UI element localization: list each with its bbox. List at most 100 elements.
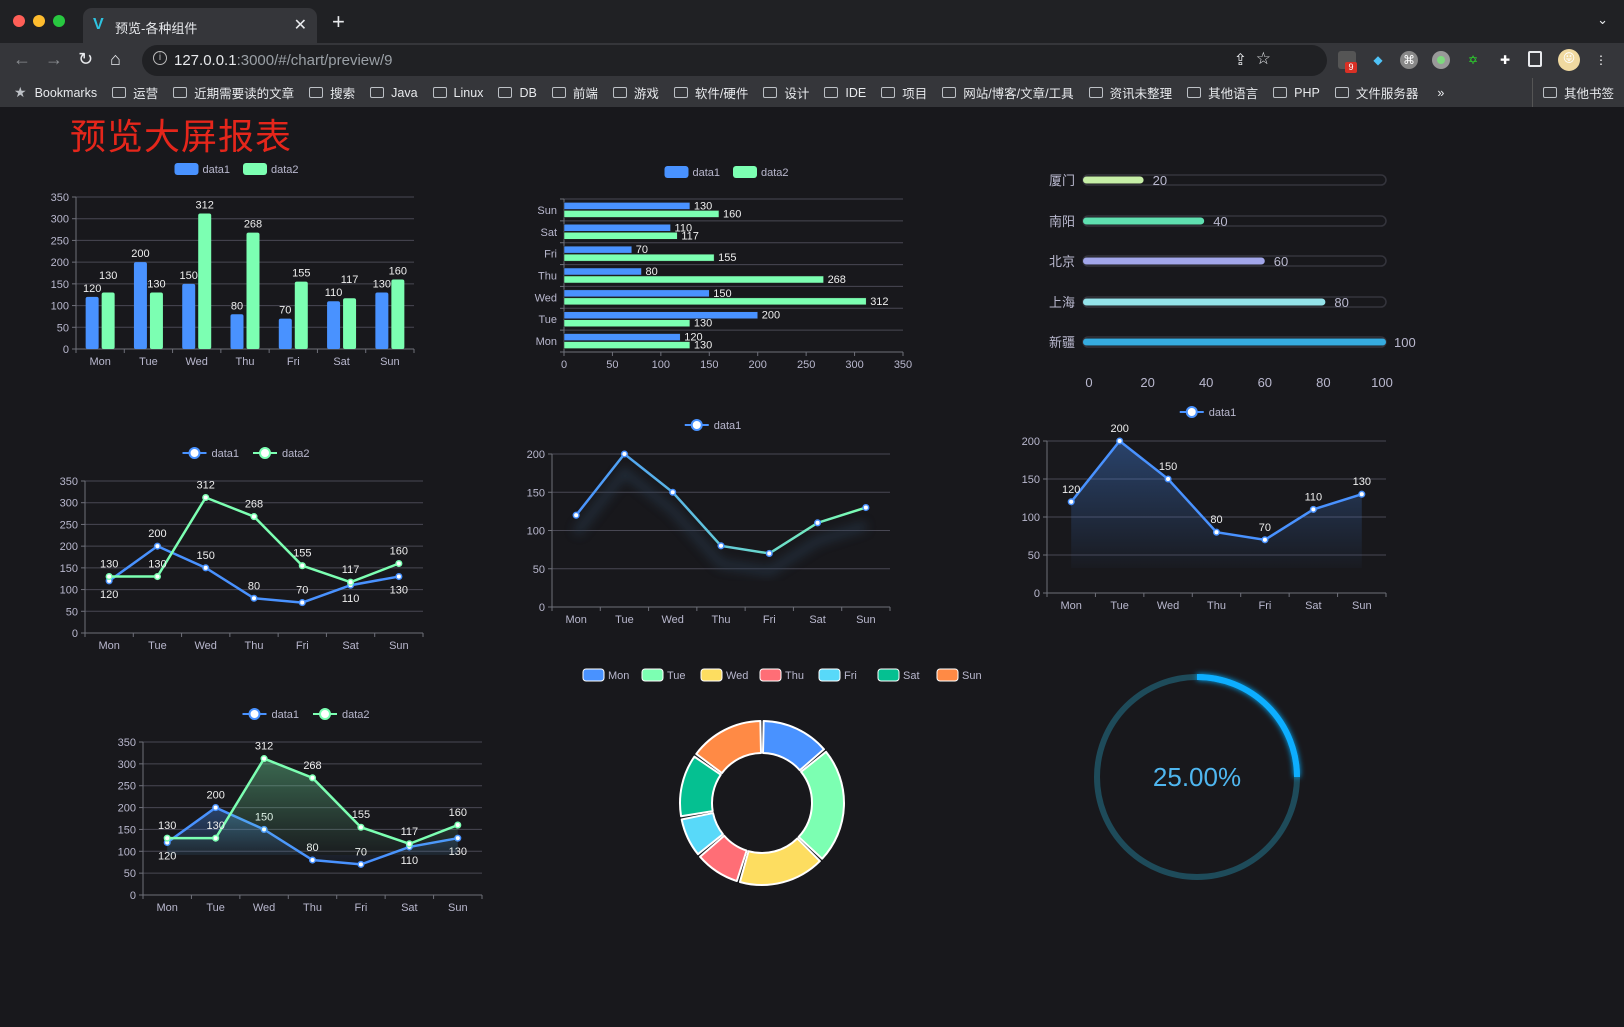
legend-label: data1 <box>272 709 300 721</box>
new-tab-button[interactable]: + <box>332 9 345 34</box>
bookmark-folder[interactable]: 游戏 <box>612 83 659 102</box>
y-tick-label: 200 <box>527 449 545 461</box>
star-extension-icon[interactable]: ✡ <box>1467 53 1479 67</box>
command-extension-icon[interactable]: ⌘ <box>1400 51 1418 69</box>
address-bar[interactable]: i 127.0.0.1:3000/#/chart/preview/9 ⇪ ☆ <box>142 45 1327 76</box>
x-tick-label: Thu <box>712 614 731 626</box>
bookmark-folder[interactable]: IDE <box>824 83 866 102</box>
bookmark-folder[interactable]: 搜索 <box>309 83 355 102</box>
bookmark-folder[interactable]: Linux <box>432 83 483 102</box>
x-tick-label: 100 <box>652 359 670 371</box>
home-icon[interactable]: ⌂ <box>110 49 121 69</box>
bookmarks-button[interactable]: ★ Bookmarks <box>14 84 97 101</box>
bookmark-star-icon[interactable]: ☆ <box>1255 49 1271 68</box>
legend-item-data1[interactable]: data1 <box>664 166 721 179</box>
bookmark-folder[interactable]: 运营 <box>112 83 158 102</box>
browser-tab[interactable]: V 预览-各种组件 ✕ <box>83 8 317 43</box>
data-label: 80 <box>248 580 260 592</box>
data-point <box>153 542 161 550</box>
legend-item-data1[interactable]: data1 <box>182 447 240 460</box>
url-path: :3000/#/chart/preview/9 <box>236 52 393 69</box>
bookmark-folder[interactable]: 近期需要读的文章 <box>173 83 294 102</box>
legend-item-Sat[interactable]: Sat <box>877 668 920 682</box>
bookmark-folder[interactable]: DB <box>498 83 537 102</box>
y-tick-label: Wed <box>535 292 557 304</box>
bookmark-label: 项目 <box>902 87 928 101</box>
forward-icon[interactable]: → <box>45 49 63 69</box>
bar-data2 <box>563 319 691 327</box>
diamond-extension-icon[interactable]: ◆ <box>1373 53 1383 67</box>
x-tick-label: Mon <box>1061 600 1082 612</box>
extensions-puzzle-icon[interactable]: ✚ <box>1499 53 1511 67</box>
browser-toolbar: ← → ↻ ⌂ i 127.0.0.1:3000/#/chart/preview… <box>0 43 1624 78</box>
back-icon[interactable]: ← <box>13 49 31 69</box>
close-tab-icon[interactable]: ✕ <box>293 17 307 34</box>
tab-search-chevron-icon[interactable]: ⌄ <box>1597 12 1608 27</box>
maximize-window-button[interactable] <box>53 15 65 27</box>
browser-menu-icon[interactable]: ⋮ <box>1595 53 1607 67</box>
donut-slice-Mon <box>762 720 825 772</box>
bookmark-folder[interactable]: PHP <box>1273 83 1320 102</box>
data-point <box>357 823 365 831</box>
legend-label: data2 <box>282 448 310 460</box>
x-tick-label: 0 <box>1085 375 1092 390</box>
legend-item-Fri[interactable]: Fri <box>818 668 857 682</box>
side-panel-icon[interactable] <box>1528 51 1542 67</box>
legend-item-Thu[interactable]: Thu <box>759 668 804 682</box>
legend-swatch <box>582 668 605 682</box>
profile-avatar[interactable]: 😜 <box>1558 49 1580 71</box>
x-tick-label: Thu <box>303 902 322 914</box>
other-bookmarks-folder[interactable]: 其他书签 <box>1531 78 1624 107</box>
x-tick-label: Sat <box>333 356 350 368</box>
bookmark-folder[interactable]: 资讯未整理 <box>1088 83 1172 102</box>
more-bookmarks-button[interactable]: » <box>1437 85 1445 100</box>
gradient-line-chart: data1 0 50 100 150 200 Mon Tue Wed Thu Fri Sat Sun <box>527 419 891 626</box>
legend-label: Sun <box>962 670 982 682</box>
folder-icon <box>498 87 513 98</box>
bookmark-folder[interactable]: 前端 <box>551 83 598 102</box>
extension-badge: 9 <box>1345 62 1357 73</box>
bar-data2 <box>563 232 678 240</box>
data-label: 70 <box>636 244 648 256</box>
close-window-button[interactable] <box>13 15 25 27</box>
bookmark-label: 运营 <box>133 87 159 101</box>
bookmark-folder[interactable]: 文件服务器 <box>1334 83 1418 102</box>
bookmark-folder[interactable]: 其他语言 <box>1187 83 1258 102</box>
x-tick-label: Fri <box>287 356 300 368</box>
data-point <box>260 755 268 763</box>
site-info-icon[interactable]: i <box>153 51 167 65</box>
bookmark-folder[interactable]: 软件/硬件 <box>673 83 748 102</box>
bookmark-folder[interactable]: 项目 <box>881 83 927 102</box>
legend-item-data2[interactable]: data2 <box>253 447 310 460</box>
bookmark-folder[interactable]: 设计 <box>763 83 809 102</box>
reload-icon[interactable]: ↻ <box>78 49 94 69</box>
legend-item-data1[interactable]: data1 <box>684 419 742 432</box>
data-label: 312 <box>255 741 273 753</box>
bar-data1 <box>563 267 642 276</box>
legend-item-data2[interactable]: data2 <box>313 708 370 721</box>
bar-data1 <box>230 314 244 349</box>
bookmark-folder[interactable]: Java <box>370 83 418 102</box>
data-label: 130 <box>694 340 712 352</box>
legend-item-data1[interactable]: data1 <box>1179 406 1237 419</box>
y-tick-label: 150 <box>527 487 545 499</box>
y-tick-label: 350 <box>118 737 136 749</box>
data-label: 130 <box>1353 476 1371 488</box>
donut-slice-Tue <box>797 750 845 860</box>
x-tick-label: Fri <box>1259 600 1272 612</box>
legend-item-Sun[interactable]: Sun <box>936 668 982 682</box>
green-dot-extension-icon[interactable] <box>1432 51 1450 69</box>
legend-item-Wed[interactable]: Wed <box>700 668 748 682</box>
bookmark-folder[interactable]: 网站/博客/文章/工具 <box>942 83 1074 102</box>
legend-item-data1[interactable]: data1 <box>242 708 300 721</box>
bar-data1 <box>278 318 292 349</box>
folder-icon <box>612 87 627 98</box>
legend-item-data2[interactable]: data2 <box>733 166 789 179</box>
minimize-window-button[interactable] <box>33 15 45 27</box>
legend-item-data1[interactable]: data1 <box>174 163 231 176</box>
share-icon[interactable]: ⇪ <box>1233 52 1247 69</box>
legend-item-data2[interactable]: data2 <box>243 163 299 176</box>
legend-item-Mon[interactable]: Mon <box>582 668 629 682</box>
legend-item-Tue[interactable]: Tue <box>641 668 686 682</box>
